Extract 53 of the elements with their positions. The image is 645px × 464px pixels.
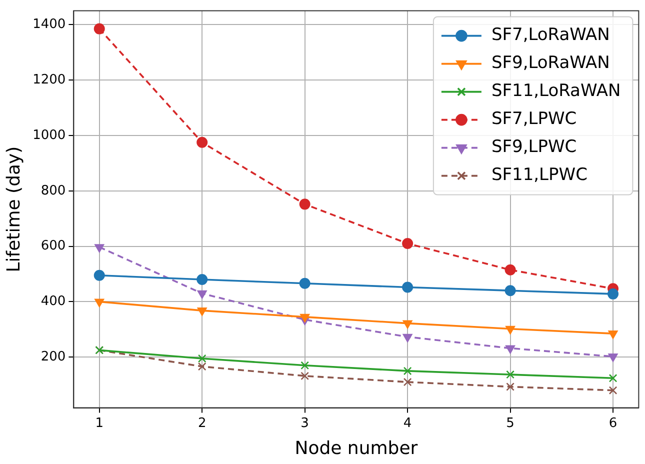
point <box>196 136 208 148</box>
point <box>504 285 516 296</box>
point <box>608 288 619 300</box>
point <box>608 386 618 395</box>
point <box>608 330 618 340</box>
y-tick-label: 400 <box>40 294 66 310</box>
y-axis-title: Lifetime (day) <box>3 146 24 272</box>
point <box>94 270 105 281</box>
x-tick-label: 1 <box>95 416 104 431</box>
point <box>197 290 207 299</box>
y-tick-label: 1200 <box>32 72 66 88</box>
legend-label: SF7,LPWC <box>491 109 577 130</box>
point <box>300 361 310 370</box>
y-tick-label: 1400 <box>32 17 66 32</box>
point <box>299 198 310 210</box>
legend-label: SF7,LoRaWAN <box>491 25 610 46</box>
point <box>196 274 208 286</box>
point <box>504 264 516 276</box>
x-axis-title: Node number <box>294 438 418 459</box>
point <box>402 282 414 293</box>
y-tick-label: 200 <box>40 349 66 364</box>
point <box>403 378 412 386</box>
x-tick-label: 6 <box>608 416 618 431</box>
point <box>402 320 412 329</box>
legend-label: SF9,LPWC <box>491 137 577 158</box>
legend-label: SF11,LoRaWAN <box>491 81 621 102</box>
point <box>505 345 516 354</box>
point <box>94 244 104 253</box>
point <box>506 370 514 379</box>
point <box>94 298 104 308</box>
point <box>505 326 516 334</box>
x-tick-label: 4 <box>403 416 412 431</box>
legend-label: SF9,LoRaWAN <box>491 53 610 74</box>
y-tick-label: 1000 <box>32 128 66 143</box>
point <box>608 354 618 362</box>
point <box>300 314 310 322</box>
point <box>300 372 310 380</box>
point <box>197 308 207 316</box>
point <box>403 366 412 376</box>
point <box>402 238 414 250</box>
x-tick-label: 5 <box>506 416 514 431</box>
x-tick-label: 2 <box>198 416 206 431</box>
point <box>402 334 412 342</box>
point <box>198 354 206 363</box>
point <box>198 362 206 371</box>
point <box>299 278 310 289</box>
y-tick-label: 800 <box>40 183 66 198</box>
x-tick-label: 3 <box>300 416 309 431</box>
point <box>608 374 618 382</box>
point <box>94 23 105 34</box>
legend-label: SF11,LPWC <box>491 165 588 186</box>
point <box>506 382 514 391</box>
y-tick-label: 600 <box>40 238 66 254</box>
